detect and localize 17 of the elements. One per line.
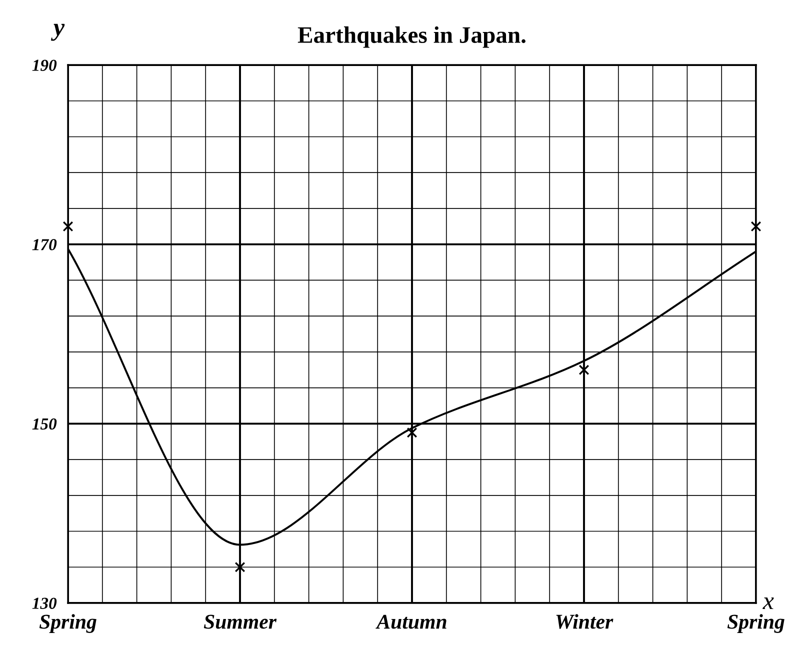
x-axis-title: x xyxy=(762,598,774,610)
y-tick-label: 130 xyxy=(32,598,57,609)
point xyxy=(234,562,246,572)
x-tick-label: Summer xyxy=(204,614,277,629)
y-tick-label: 150 xyxy=(32,418,57,430)
point xyxy=(578,364,590,376)
y-axis-title: y xyxy=(50,24,65,41)
y-tick-label: 170 xyxy=(32,239,57,250)
x-tick-label: Winter xyxy=(556,614,614,629)
x-tick-label: Autumn xyxy=(376,614,446,629)
point xyxy=(750,221,762,232)
x-tick-label: Spring xyxy=(39,614,96,634)
x-tick-label: Spring xyxy=(727,614,784,634)
point xyxy=(406,427,418,438)
chart-title: Earthquakes in Japan. xyxy=(298,26,526,48)
point xyxy=(62,221,74,232)
y-tick-label: 190 xyxy=(32,60,57,71)
